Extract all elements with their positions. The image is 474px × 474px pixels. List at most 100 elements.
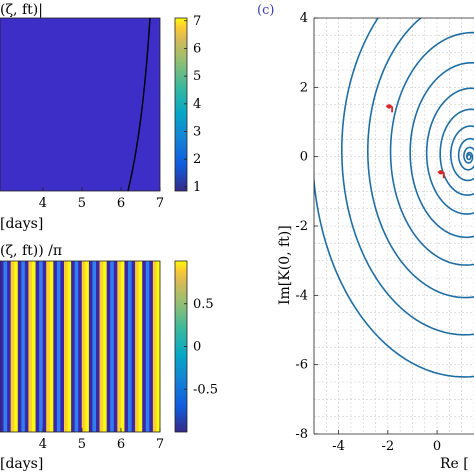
x-tick-label: -4 xyxy=(332,439,345,454)
panel-c-grid xyxy=(313,17,474,435)
phase-stripe xyxy=(96,261,100,432)
x-tick-label: 5 xyxy=(78,437,86,452)
phase-stripe xyxy=(149,261,154,432)
phase-stripe xyxy=(21,261,26,432)
panel-c: (c) 4 2 0 -2 -4 -6 -8 -4 -2 0 2 Im[K(0, ft)] Re [ xyxy=(257,3,474,472)
panel-a-field xyxy=(0,17,161,192)
y-tick-label: 4 xyxy=(300,11,308,26)
x-tick-label: 5 xyxy=(78,196,86,211)
colorbar-tick-label: 0.5 xyxy=(193,297,214,312)
x-tick-label: 4 xyxy=(39,196,47,211)
x-tick-label: 6 xyxy=(117,437,125,452)
panel-b-frame xyxy=(0,260,161,433)
panel-a-colorbar-ticks: 1 2 3 4 5 6 7 xyxy=(184,14,201,195)
phase-stripe xyxy=(128,261,132,432)
phase-stripe xyxy=(78,261,83,432)
phase-stripe xyxy=(124,261,129,432)
phase-stripe xyxy=(28,261,33,432)
phase-stripe xyxy=(49,261,54,432)
phase-stripe xyxy=(39,261,43,432)
panel-a-title: (ζ, ft)| xyxy=(0,2,43,18)
phase-stripe xyxy=(7,261,11,432)
panel-a-x-ticks: 4 5 6 7 xyxy=(39,187,164,211)
panel-c-y-ticks: 4 2 0 -2 -4 -6 -8 xyxy=(295,11,318,442)
phase-stripe xyxy=(135,261,139,432)
phase-stripe xyxy=(42,261,47,432)
phase-stripe xyxy=(67,261,72,432)
phase-stripe xyxy=(138,261,143,432)
x-tick-label: 6 xyxy=(117,196,125,211)
y-tick-label: 0 xyxy=(300,150,308,165)
phase-stripe xyxy=(71,261,75,432)
panel-c-label: (c) xyxy=(257,3,274,18)
x-tick-label: -2 xyxy=(382,439,395,454)
colorbar-tick-label: 4 xyxy=(193,97,201,112)
phase-stripe xyxy=(46,261,51,432)
colorbar-tick-label: 6 xyxy=(193,41,201,56)
phase-stripe xyxy=(152,261,157,432)
phase-stripe xyxy=(56,261,61,432)
spiral-series xyxy=(314,18,474,378)
panel-a: (ζ, ft)| 4 5 6 7 [days] 1 2 3 4 5 6 7 xyxy=(0,2,201,232)
panel-b: (ζ, ft)) /π 4 5 6 7 [days] 0.5 0 -0.5 xyxy=(0,243,218,472)
phase-stripe xyxy=(88,261,93,432)
phase-stripe xyxy=(142,261,147,432)
panel-b-title: (ζ, ft)) /π xyxy=(0,243,62,259)
phase-stripe xyxy=(74,261,79,432)
panel-c-x-ticks: -4-202 xyxy=(332,430,441,454)
y-tick-label: -2 xyxy=(295,219,308,234)
colorbar-tick-label: 3 xyxy=(193,124,201,139)
phase-stripe xyxy=(131,261,136,432)
red-marker-dot xyxy=(386,104,392,109)
phase-stripe xyxy=(85,261,90,432)
phase-stripe xyxy=(145,261,150,432)
colorbar-tick-label: -0.5 xyxy=(193,382,218,397)
phase-stripe xyxy=(3,261,8,432)
phase-stripe xyxy=(113,261,118,432)
panel-b-colorbar-ticks: 0.5 0 -0.5 xyxy=(184,297,218,397)
x-tick-label: 4 xyxy=(39,437,47,452)
phase-stripe xyxy=(60,261,65,432)
phase-stripe xyxy=(17,261,22,432)
y-tick-label: -8 xyxy=(295,427,308,442)
phase-stripe xyxy=(81,261,86,432)
x-tick-label: 0 xyxy=(433,439,441,454)
phase-stripe xyxy=(106,261,111,432)
red-marker-dot xyxy=(438,170,443,175)
panel-a-xlabel: [days] xyxy=(0,216,43,232)
panel-c-markers xyxy=(386,104,445,179)
phase-stripe xyxy=(24,261,29,432)
phase-stripe xyxy=(10,261,15,432)
phase-stripe xyxy=(53,261,58,432)
phase-stripe xyxy=(103,261,107,432)
panel-a-colorbar xyxy=(174,17,188,192)
phase-stripe xyxy=(32,261,36,432)
phase-stripe xyxy=(120,261,125,432)
panel-c-xlabel: Re [ xyxy=(440,456,469,472)
colorbar-tick-label: 7 xyxy=(193,14,201,29)
phase-stripe xyxy=(14,261,19,432)
x-tick-label: 7 xyxy=(156,437,164,452)
panel-c-ylabel: Im[K(0, ft)] xyxy=(277,225,293,305)
panel-b-stripes xyxy=(0,261,161,432)
panel-a-contour xyxy=(127,17,151,192)
phase-stripe xyxy=(99,261,104,432)
phase-stripe xyxy=(92,261,97,432)
phase-stripe xyxy=(0,261,4,432)
panel-b-xlabel: [days] xyxy=(0,456,43,472)
colorbar-tick-label: 5 xyxy=(193,69,201,84)
colorbar-tick-label: 2 xyxy=(193,152,201,167)
phase-stripe xyxy=(64,261,68,432)
y-tick-label: -4 xyxy=(295,288,308,303)
phase-stripe xyxy=(156,261,161,432)
panel-b-x-ticks: 4 5 6 7 xyxy=(39,428,164,452)
phase-stripe xyxy=(110,261,115,432)
colorbar-tick-label: 1 xyxy=(193,180,201,195)
y-tick-label: -6 xyxy=(295,358,308,373)
y-tick-label: 2 xyxy=(300,80,308,95)
phase-stripe xyxy=(35,261,40,432)
colorbar-tick-label: 0 xyxy=(193,340,201,355)
phase-stripe xyxy=(117,261,122,432)
x-tick-label: 7 xyxy=(156,196,164,211)
